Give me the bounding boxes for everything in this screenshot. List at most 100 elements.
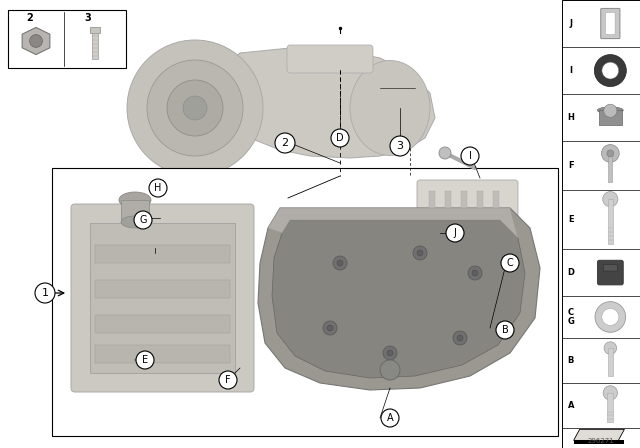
Circle shape xyxy=(136,351,154,369)
Bar xyxy=(461,191,467,255)
Circle shape xyxy=(603,386,618,400)
Circle shape xyxy=(127,40,263,176)
Bar xyxy=(477,191,483,255)
Text: 3: 3 xyxy=(84,13,92,23)
Circle shape xyxy=(380,360,400,380)
Bar xyxy=(607,393,613,422)
Circle shape xyxy=(472,270,478,276)
Circle shape xyxy=(602,145,619,162)
Polygon shape xyxy=(272,220,525,378)
Bar xyxy=(429,191,435,255)
Text: B: B xyxy=(502,325,508,335)
Text: H: H xyxy=(568,113,574,122)
Text: D: D xyxy=(568,267,575,277)
Text: I: I xyxy=(468,151,472,161)
Circle shape xyxy=(602,62,619,79)
Bar xyxy=(90,223,235,373)
Text: E: E xyxy=(142,355,148,365)
Circle shape xyxy=(35,283,55,303)
Circle shape xyxy=(439,147,451,159)
Circle shape xyxy=(602,308,619,325)
Text: 296271: 296271 xyxy=(588,438,614,444)
Text: B: B xyxy=(568,356,574,365)
Circle shape xyxy=(183,96,207,120)
Text: 2: 2 xyxy=(27,13,33,23)
Polygon shape xyxy=(268,208,518,238)
FancyBboxPatch shape xyxy=(605,13,615,34)
FancyBboxPatch shape xyxy=(604,264,618,271)
Bar xyxy=(562,0,640,448)
Circle shape xyxy=(461,147,479,165)
Text: J: J xyxy=(454,228,456,238)
Text: C: C xyxy=(507,258,513,268)
Ellipse shape xyxy=(598,107,623,113)
Circle shape xyxy=(413,246,427,260)
Circle shape xyxy=(147,60,243,156)
Circle shape xyxy=(383,346,397,360)
Circle shape xyxy=(333,256,347,270)
Text: F: F xyxy=(568,161,573,170)
Circle shape xyxy=(604,104,617,117)
Text: G: G xyxy=(140,215,147,225)
Text: E: E xyxy=(568,215,573,224)
Circle shape xyxy=(595,55,627,86)
Bar xyxy=(8,10,126,68)
Circle shape xyxy=(457,335,463,341)
Circle shape xyxy=(390,136,410,156)
Polygon shape xyxy=(258,208,540,390)
Polygon shape xyxy=(22,27,50,55)
Circle shape xyxy=(501,254,519,272)
Text: J: J xyxy=(570,19,572,28)
Circle shape xyxy=(453,331,467,345)
Circle shape xyxy=(446,224,464,242)
Text: C
G: C G xyxy=(568,308,574,326)
Circle shape xyxy=(149,179,167,197)
Circle shape xyxy=(595,302,626,332)
Ellipse shape xyxy=(119,192,151,208)
Bar xyxy=(445,191,451,255)
Ellipse shape xyxy=(350,60,430,155)
Circle shape xyxy=(275,133,295,153)
Text: H: H xyxy=(154,183,162,193)
Bar xyxy=(609,155,612,181)
Ellipse shape xyxy=(121,216,149,228)
Circle shape xyxy=(417,250,423,256)
FancyBboxPatch shape xyxy=(71,204,254,392)
Circle shape xyxy=(29,34,42,47)
Bar xyxy=(608,199,613,244)
FancyBboxPatch shape xyxy=(601,9,620,39)
Text: A: A xyxy=(387,413,394,423)
Circle shape xyxy=(607,150,614,157)
Circle shape xyxy=(496,321,514,339)
Text: A: A xyxy=(568,401,574,410)
Text: I: I xyxy=(570,66,572,75)
FancyBboxPatch shape xyxy=(597,260,623,285)
Bar xyxy=(52,168,558,436)
Bar xyxy=(121,200,149,222)
Circle shape xyxy=(323,321,337,335)
Circle shape xyxy=(468,266,482,280)
Circle shape xyxy=(604,342,616,354)
Circle shape xyxy=(331,129,349,147)
FancyBboxPatch shape xyxy=(287,45,373,73)
Circle shape xyxy=(603,192,618,207)
Bar xyxy=(573,440,625,444)
Bar xyxy=(95,315,230,333)
Polygon shape xyxy=(218,48,435,158)
Text: 1: 1 xyxy=(42,288,49,298)
Circle shape xyxy=(381,409,399,427)
Bar xyxy=(95,245,230,263)
Bar xyxy=(92,33,98,59)
Bar xyxy=(608,348,613,376)
Text: F: F xyxy=(225,375,231,385)
Bar xyxy=(598,110,622,125)
Text: 3: 3 xyxy=(397,141,403,151)
Text: 2: 2 xyxy=(282,138,289,148)
Circle shape xyxy=(337,260,343,266)
Circle shape xyxy=(387,350,393,356)
Circle shape xyxy=(327,325,333,331)
FancyBboxPatch shape xyxy=(417,180,518,266)
Bar xyxy=(95,345,230,363)
Text: D: D xyxy=(336,133,344,143)
Circle shape xyxy=(167,80,223,136)
